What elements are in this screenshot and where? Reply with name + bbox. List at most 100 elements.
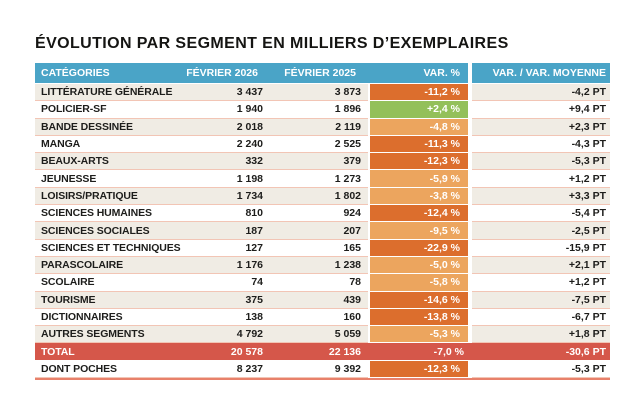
category-cell: TOURISME	[35, 292, 187, 309]
var-pt-cell: +2,3 PT	[472, 119, 610, 136]
var-pt-cell: -5,4 PT	[472, 205, 610, 223]
var-pt-cell: -5,3 PT	[472, 153, 610, 171]
var-pt-cell: -7,5 PT	[472, 292, 610, 309]
feb-2025-cell: 379	[270, 153, 368, 171]
feb-2026-cell: 1 734	[187, 188, 270, 206]
category-cell: BANDE DESSINÉE	[35, 119, 187, 136]
category-cell: SCIENCES ET TECHNIQUES	[35, 240, 187, 257]
var-pt-cell: +1,8 PT	[472, 326, 610, 344]
var-pct-cell: -3,8 %	[368, 187, 472, 206]
var-pt-cell: -5,3 PT	[472, 361, 610, 379]
feb-2025-cell: 9 392	[270, 361, 368, 379]
var-pct-cell: -12,3 %	[368, 360, 472, 379]
var-pct-cell: +2,4 %	[368, 101, 472, 119]
table-row: SCIENCES HUMAINES 810 924 -12,4 % -5,4 PT	[35, 205, 610, 223]
column-header: VAR. / VAR. MOYENNE	[472, 63, 610, 84]
table-header-row: CATÉGORIES FÉVRIER 2026 FÉVRIER 2025 VAR. %…	[35, 63, 610, 84]
feb-2026-cell: 4 792	[187, 326, 270, 344]
feb-2025-cell: 22 136	[270, 343, 368, 361]
column-header: CATÉGORIES	[35, 63, 187, 84]
var-pt-cell: +1,2 PT	[472, 274, 610, 292]
var-pct-cell: -22,9 %	[368, 239, 472, 257]
table-row: POLICIER-SF 1 940 1 896 +2,4 % +9,4 PT	[35, 101, 610, 119]
feb-2025-cell: 1 896	[270, 101, 368, 119]
category-cell: SCIENCES SOCIALES	[35, 222, 187, 240]
table-row: LOISIRS/PRATIQUE 1 734 1 802 -3,8 % +3,3 PT	[35, 187, 610, 206]
category-cell: MANGA	[35, 136, 187, 154]
feb-2026-cell: 375	[187, 292, 270, 309]
total-row: TOTAL 20 578 22 136 -7,0 % -30,6 PT	[35, 343, 610, 361]
dont-poches-row: DONT POCHES 8 237 9 392 -12,3 % -5,3 PT	[35, 360, 610, 379]
table-row: SCIENCES SOCIALES 187 207 -9,5 % -2,5 PT	[35, 222, 610, 240]
table-row: SCIENCES ET TECHNIQUES 127 165 -22,9 % -15,9…	[35, 239, 610, 257]
feb-2025-cell: 1 802	[270, 188, 368, 206]
table-rows: LITTÉRATURE GÉNÉRALE 3 437 3 873 -11,2 % -4,…	[35, 84, 610, 379]
category-cell: DONT POCHES	[35, 361, 187, 379]
table-row: TOURISME 375 439 -14,6 % -7,5 PT	[35, 291, 610, 309]
column-header: VAR. %	[368, 63, 472, 84]
table-row: SCOLAIRE 74 78 -5,8 % +1,2 PT	[35, 274, 610, 292]
var-pct-cell: -5,3 %	[368, 326, 472, 344]
feb-2025-cell: 439	[270, 292, 368, 309]
feb-2025-cell: 1 273	[270, 170, 368, 188]
segments-table: CATÉGORIES FÉVRIER 2026 FÉVRIER 2025 VAR. %…	[35, 63, 610, 381]
var-pct-cell: -11,3 %	[368, 135, 472, 154]
feb-2026-cell: 127	[187, 240, 270, 257]
var-pct-cell: -7,0 %	[368, 343, 472, 361]
feb-2026-cell: 74	[187, 274, 270, 292]
var-pt-cell: +1,2 PT	[472, 170, 610, 188]
var-pt-cell: -2,5 PT	[472, 222, 610, 240]
var-pt-cell: +3,3 PT	[472, 188, 610, 206]
var-pct-cell: -11,2 %	[368, 84, 472, 102]
category-cell: LITTÉRATURE GÉNÉRALE	[35, 84, 187, 102]
table-row: BANDE DESSINÉE 2 018 2 119 -4,8 % +2,3 PT	[35, 118, 610, 136]
table-row: BEAUX-ARTS 332 379 -12,3 % -5,3 PT	[35, 153, 610, 171]
feb-2026-cell: 3 437	[187, 84, 270, 102]
feb-2025-cell: 924	[270, 205, 368, 223]
feb-2026-cell: 332	[187, 153, 270, 171]
feb-2026-cell: 1 940	[187, 101, 270, 119]
table-row: DICTIONNAIRES 138 160 -13,8 % -6,7 PT	[35, 308, 610, 327]
category-cell: TOTAL	[35, 343, 187, 361]
column-header: FÉVRIER 2026	[187, 63, 270, 84]
feb-2026-cell: 810	[187, 205, 270, 223]
feb-2026-cell: 187	[187, 222, 270, 240]
var-pt-cell: -4,3 PT	[472, 136, 610, 154]
feb-2025-cell: 160	[270, 309, 368, 327]
table-row: AUTRES SEGMENTS 4 792 5 059 -5,3 % +1,8 PT	[35, 326, 610, 344]
var-pt-cell: -15,9 PT	[472, 240, 610, 257]
feb-2026-cell: 2 240	[187, 136, 270, 154]
category-cell: DICTIONNAIRES	[35, 309, 187, 327]
var-pct-cell: -13,8 %	[368, 308, 472, 327]
feb-2025-cell: 78	[270, 274, 368, 292]
feb-2025-cell: 5 059	[270, 326, 368, 344]
table-row: JEUNESSE 1 198 1 273 -5,9 % +1,2 PT	[35, 170, 610, 188]
var-pct-cell: -12,4 %	[368, 205, 472, 223]
var-pct-cell: -5,9 %	[368, 170, 472, 188]
var-pct-cell: -14,6 %	[368, 291, 472, 309]
feb-2026-cell: 1 198	[187, 170, 270, 188]
category-cell: SCIENCES HUMAINES	[35, 205, 187, 223]
feb-2026-cell: 8 237	[187, 361, 270, 379]
var-pct-cell: -5,0 %	[368, 256, 472, 275]
feb-2026-cell: 2 018	[187, 119, 270, 136]
feb-2025-cell: 3 873	[270, 84, 368, 102]
var-pt-cell: -4,2 PT	[472, 84, 610, 102]
var-pt-cell: +2,1 PT	[472, 257, 610, 275]
var-pct-cell: -4,8 %	[368, 118, 472, 136]
feb-2025-cell: 207	[270, 222, 368, 240]
var-pct-cell: -5,8 %	[368, 274, 472, 292]
category-cell: SCOLAIRE	[35, 274, 187, 292]
table-row: PARASCOLAIRE 1 176 1 238 -5,0 % +2,1 PT	[35, 256, 610, 275]
column-header: FÉVRIER 2025	[270, 63, 368, 84]
table-row: LITTÉRATURE GÉNÉRALE 3 437 3 873 -11,2 % -4,…	[35, 84, 610, 102]
var-pct-cell: -9,5 %	[368, 222, 472, 240]
var-pct-cell: -12,3 %	[368, 153, 472, 171]
category-cell: BEAUX-ARTS	[35, 153, 187, 171]
table-title: ÉVOLUTION PAR SEGMENT EN MILLIERS D’EXEM…	[35, 35, 509, 52]
table-row: MANGA 2 240 2 525 -11,3 % -4,3 PT	[35, 135, 610, 154]
feb-2025-cell: 1 238	[270, 257, 368, 275]
var-pt-cell: +9,4 PT	[472, 101, 610, 119]
category-cell: AUTRES SEGMENTS	[35, 326, 187, 344]
